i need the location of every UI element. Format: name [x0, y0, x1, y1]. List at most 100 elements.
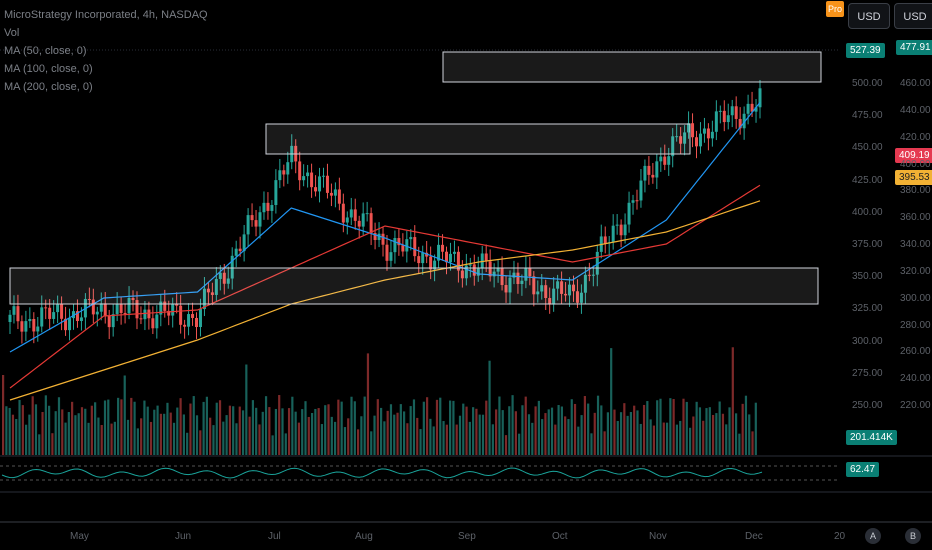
- volume-bar: [728, 407, 731, 455]
- volume-bar: [212, 425, 215, 455]
- candle-body: [75, 311, 79, 322]
- candle-body: [425, 252, 429, 257]
- candle-body: [238, 248, 242, 252]
- currency-button-left[interactable]: USD: [848, 3, 890, 29]
- candle-body: [405, 239, 409, 252]
- volume-bar: [659, 398, 662, 455]
- candle-body: [20, 321, 24, 332]
- volume-bar: [258, 424, 261, 455]
- candle-body: [306, 172, 310, 177]
- candle-body: [627, 202, 631, 225]
- volume-bar: [422, 401, 425, 455]
- zone-boxes: [9, 51, 822, 305]
- volume-bar: [343, 427, 347, 455]
- candle-body: [187, 314, 191, 327]
- volume-bar: [725, 424, 728, 455]
- outer-axis-tick: 260.00: [900, 346, 931, 358]
- volume-bar: [228, 405, 231, 455]
- volume-bar: [268, 407, 271, 455]
- candle-body: [750, 103, 754, 112]
- rsi-label: 62.47: [846, 462, 880, 477]
- volume-bar: [261, 411, 264, 455]
- candle-body: [445, 251, 449, 263]
- candle-body: [560, 281, 564, 294]
- volume-bar: [695, 401, 698, 455]
- volume-bar: [524, 396, 527, 455]
- volume-bar: [435, 399, 439, 455]
- candle-body: [401, 245, 405, 252]
- volume-bar: [320, 424, 324, 455]
- outer-axis-tick: 240.00: [900, 373, 931, 385]
- candle-body: [702, 128, 706, 134]
- rsi-panel: [0, 465, 840, 481]
- candle-body: [726, 115, 730, 123]
- candle-body: [40, 307, 44, 327]
- legend-ma50[interactable]: MA (50, close, 0): [4, 45, 87, 57]
- candle-body: [583, 274, 587, 293]
- volume-bar: [626, 415, 629, 455]
- candle-body: [659, 156, 663, 162]
- candle-body: [155, 314, 159, 329]
- candle-body: [115, 303, 119, 315]
- candle-body: [687, 123, 691, 133]
- candle-body: [242, 234, 246, 252]
- candle-body: [722, 110, 726, 123]
- currency-button-right[interactable]: USD: [894, 3, 932, 29]
- volume-bar: [225, 415, 228, 455]
- volume-bar: [452, 400, 455, 455]
- volume-bar: [596, 395, 600, 455]
- volume-bar: [679, 420, 682, 455]
- ma-line-1: [9, 102, 761, 353]
- volume-bar: [176, 407, 179, 455]
- legend-ma100[interactable]: MA (100, close, 0): [4, 63, 93, 75]
- candle-body: [532, 276, 536, 295]
- candle-body: [103, 303, 107, 316]
- candle-body: [615, 224, 619, 226]
- volume-bar: [426, 397, 429, 455]
- outer-axis-tick: 460.00: [900, 78, 931, 89]
- volume-bar: [393, 414, 396, 455]
- ma-line-3: [9, 200, 761, 401]
- volume-bar: [721, 413, 725, 455]
- volume-bar: [662, 422, 665, 455]
- inner-axis-tick: 475.00: [852, 110, 883, 122]
- inner-axis-tick: 250.00: [852, 400, 883, 411]
- volume-bar: [537, 400, 540, 455]
- volume-bar: [554, 424, 557, 455]
- scale-b-button[interactable]: B: [905, 528, 921, 544]
- candle-body: [754, 107, 758, 112]
- candle-body: [195, 317, 199, 328]
- volume-bar: [488, 360, 491, 455]
- volume-bar: [636, 410, 639, 455]
- volume-bar: [94, 402, 97, 455]
- ma100-label: 409.19: [895, 148, 932, 163]
- volume-bar: [711, 414, 715, 455]
- volume-bar: [202, 401, 205, 455]
- candle-body: [48, 307, 52, 319]
- legend-vol[interactable]: Vol: [4, 27, 20, 39]
- x-label-jul: Jul: [268, 531, 281, 542]
- volume-bar: [310, 413, 314, 455]
- scale-auto-button[interactable]: A: [865, 528, 881, 544]
- candle-body: [508, 277, 512, 293]
- x-label-may: May: [70, 531, 89, 542]
- candle-body: [258, 212, 262, 227]
- volume-bar: [521, 405, 524, 455]
- candle-body: [734, 106, 738, 119]
- candle-body: [421, 252, 425, 264]
- volume-bar: [531, 422, 534, 455]
- candle-body: [175, 303, 179, 306]
- candle-body: [710, 131, 714, 139]
- volume-bar: [172, 422, 176, 455]
- volume-bar: [278, 395, 281, 455]
- volume-bar: [685, 401, 688, 455]
- candle-body: [504, 284, 508, 293]
- candle-body: [409, 237, 413, 240]
- rsi-line: [1, 467, 763, 479]
- legend-ma200[interactable]: MA (200, close, 0): [4, 81, 93, 93]
- pro-badge[interactable]: Pro: [826, 1, 844, 17]
- candle-body: [361, 213, 365, 227]
- volume-bar: [205, 396, 208, 455]
- volume-bar: [639, 423, 642, 455]
